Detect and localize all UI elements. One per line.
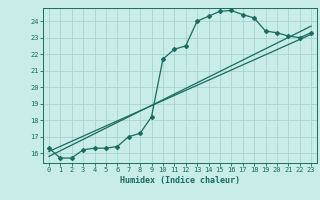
X-axis label: Humidex (Indice chaleur): Humidex (Indice chaleur) [120, 176, 240, 185]
